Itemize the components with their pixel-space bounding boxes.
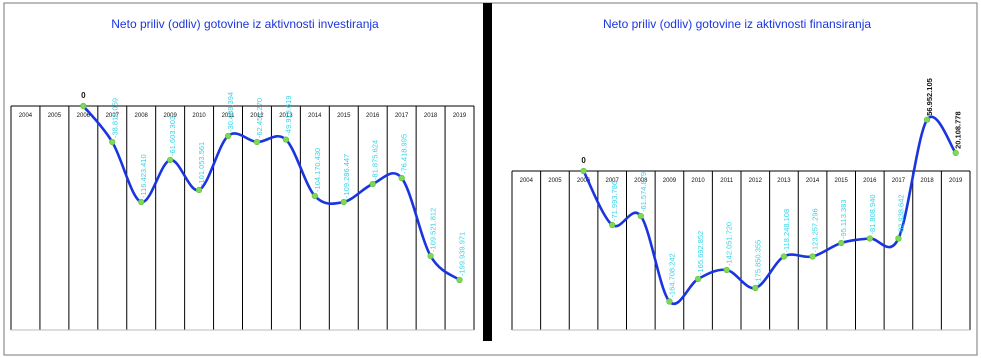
x-tick-label: 2016 xyxy=(863,178,877,184)
x-tick-label: 2005 xyxy=(48,113,62,119)
data-point xyxy=(694,275,702,283)
series-line xyxy=(582,115,957,306)
data-point xyxy=(609,221,616,229)
x-tick-label: 2006 xyxy=(577,178,591,184)
x-tick-label: 2015 xyxy=(835,178,849,184)
data-point xyxy=(195,186,203,194)
data-label: -109.286.447 xyxy=(342,154,351,198)
x-tick-label: 2015 xyxy=(337,113,351,119)
x-tick-label: 2004 xyxy=(19,113,33,119)
data-label: -109.521.812 xyxy=(429,208,438,252)
data-label: -61.603.303 xyxy=(168,116,177,156)
x-tick-label: 2008 xyxy=(135,113,149,119)
data-point xyxy=(895,235,902,242)
data-point xyxy=(723,266,730,274)
data-point xyxy=(369,180,376,188)
data-point xyxy=(224,132,232,140)
x-tick-label: 2008 xyxy=(634,178,648,184)
data-point xyxy=(866,235,873,242)
data-point xyxy=(138,198,145,206)
data-label: -116.423.410 xyxy=(139,154,148,198)
data-label: -38.818.059 xyxy=(110,98,119,138)
chart-finansiranja: Neto priliv (odliv) gotovine iz aktivnos… xyxy=(511,17,971,331)
x-tick-label: 2006 xyxy=(77,113,91,119)
x-tick-label: 2009 xyxy=(663,178,677,184)
x-tick-label: 2014 xyxy=(806,178,820,184)
x-tick-label: 2019 xyxy=(949,178,963,184)
x-tick-label: 2019 xyxy=(453,113,467,119)
data-label: -165.692.852 xyxy=(696,231,705,275)
data-label: -123.257.296 xyxy=(811,208,820,252)
data-point xyxy=(398,174,405,182)
data-label: -199.939.971 xyxy=(458,232,467,276)
data-label: -81.808.940 xyxy=(868,194,877,234)
data-label: 0 xyxy=(581,156,586,165)
data-point xyxy=(456,276,463,284)
data-label: 20.108.778 xyxy=(954,111,963,149)
data-point xyxy=(838,239,845,247)
data-label: -71.993.786 xyxy=(610,181,619,221)
x-tick-label: 2016 xyxy=(366,113,380,119)
data-point xyxy=(923,116,931,123)
data-point xyxy=(580,167,587,175)
chart-title-finansiranja: Neto priliv (odliv) gotovine iz aktivnos… xyxy=(603,17,871,31)
x-tick-label: 2011 xyxy=(720,178,734,184)
x-tick-label: 2004 xyxy=(520,178,534,184)
data-point xyxy=(282,136,290,143)
data-point xyxy=(666,298,673,305)
data-point xyxy=(311,192,318,200)
center-divider xyxy=(483,3,492,341)
data-point xyxy=(752,284,759,292)
x-tick-label: 2013 xyxy=(777,178,791,184)
data-label: 0 xyxy=(81,91,86,100)
data-point xyxy=(340,198,347,206)
data-point xyxy=(952,149,959,157)
x-tick-label: 2007 xyxy=(106,113,120,119)
data-label: -164.708.242 xyxy=(667,253,676,297)
data-label: 56.952.105 xyxy=(925,78,934,116)
data-label: -76.418.995 xyxy=(400,134,409,174)
x-tick-label: 2010 xyxy=(691,178,705,184)
x-tick-label: 2012 xyxy=(749,178,763,184)
data-label: -81.875.624 xyxy=(371,140,380,180)
x-tick-label: 2017 xyxy=(395,113,409,119)
data-label: -118.248.108 xyxy=(782,209,791,253)
x-tick-label: 2014 xyxy=(308,113,322,119)
x-tick-label: 2009 xyxy=(163,113,177,119)
data-label: -82.938.642 xyxy=(896,194,905,234)
data-label: -30.488.394 xyxy=(226,92,235,132)
data-point xyxy=(427,252,434,260)
data-label: -95.113.383 xyxy=(839,200,848,239)
data-label: -61.574.879 xyxy=(639,172,648,212)
x-tick-label: 2010 xyxy=(192,113,206,119)
x-tick-label: 2018 xyxy=(920,178,934,184)
x-tick-label: 2011 xyxy=(222,113,236,119)
chart-title-investiranja: Neto priliv (odliv) gotovine iz aktivnos… xyxy=(111,17,379,31)
x-tick-label: 2012 xyxy=(250,113,264,119)
data-label: -142.051.720 xyxy=(725,222,734,266)
data-point xyxy=(637,212,644,220)
data-point xyxy=(109,138,116,146)
data-point xyxy=(253,138,261,146)
x-tick-label: 2007 xyxy=(606,178,620,184)
data-point xyxy=(809,253,816,260)
data-point xyxy=(80,102,87,110)
data-label: -49.919.619 xyxy=(284,96,293,136)
x-tick-label: 2005 xyxy=(548,178,562,184)
data-label: -62.451.270 xyxy=(255,98,264,138)
data-label: -175.850.355 xyxy=(753,240,762,284)
chart-investiranja: Neto priliv (odliv) gotovine iz aktivnos… xyxy=(10,17,475,331)
data-label: -104.170.430 xyxy=(313,148,322,192)
data-label: -101.053.561 xyxy=(197,142,206,186)
x-tick-label: 2018 xyxy=(424,113,438,119)
x-tick-label: 2017 xyxy=(892,178,906,184)
data-point xyxy=(167,156,174,164)
data-point xyxy=(780,253,788,260)
x-tick-label: 2013 xyxy=(279,113,293,119)
